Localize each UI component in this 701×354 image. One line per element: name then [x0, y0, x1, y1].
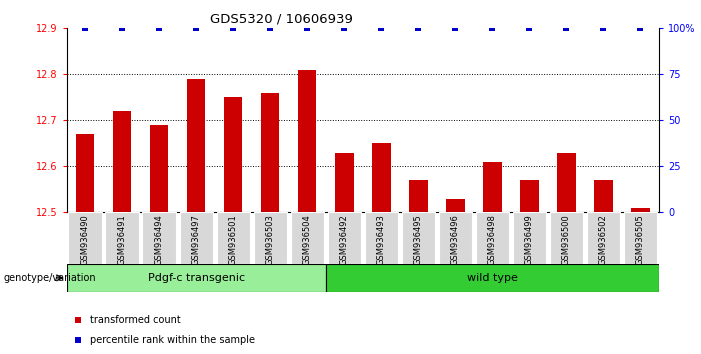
Bar [365, 212, 398, 264]
Bar [446, 199, 465, 212]
Text: wild type: wild type [467, 273, 518, 283]
Text: GSM936495: GSM936495 [414, 214, 423, 265]
Text: GSM936490: GSM936490 [81, 214, 90, 265]
Bar [327, 212, 361, 264]
Bar [217, 212, 250, 264]
Bar [520, 180, 538, 212]
Text: GSM936502: GSM936502 [599, 214, 608, 265]
Bar [291, 212, 324, 264]
Text: GSM936496: GSM936496 [451, 214, 460, 265]
Bar [254, 212, 287, 264]
Text: GSM936497: GSM936497 [191, 214, 200, 265]
Text: percentile rank within the sample: percentile rank within the sample [90, 335, 255, 345]
Bar [550, 212, 583, 264]
Bar [261, 93, 280, 212]
Bar [105, 212, 139, 264]
Bar [224, 97, 243, 212]
Text: GSM936492: GSM936492 [340, 214, 349, 265]
Text: GSM936499: GSM936499 [525, 214, 534, 265]
Bar [298, 70, 316, 212]
Text: Pdgf-c transgenic: Pdgf-c transgenic [148, 273, 245, 283]
Text: GSM936505: GSM936505 [636, 214, 645, 265]
Bar [483, 162, 502, 212]
Bar [150, 125, 168, 212]
Bar [631, 208, 650, 212]
Bar [372, 143, 390, 212]
Text: GSM936498: GSM936498 [488, 214, 497, 265]
Bar [587, 212, 620, 264]
Bar [187, 79, 205, 212]
Bar [557, 153, 576, 212]
Text: GSM936493: GSM936493 [376, 214, 386, 265]
Bar [512, 212, 546, 264]
Bar [179, 212, 213, 264]
Bar [594, 180, 613, 212]
Bar [142, 212, 176, 264]
Bar [326, 264, 659, 292]
Bar [439, 212, 472, 264]
Text: GSM936494: GSM936494 [155, 214, 163, 265]
Bar [476, 212, 509, 264]
Text: genotype/variation: genotype/variation [4, 273, 96, 283]
Text: GSM936491: GSM936491 [118, 214, 127, 265]
Text: GSM936500: GSM936500 [562, 214, 571, 265]
Text: transformed count: transformed count [90, 315, 181, 325]
Bar [76, 134, 95, 212]
Text: GSM936501: GSM936501 [229, 214, 238, 265]
Bar [335, 153, 353, 212]
Text: GSM936504: GSM936504 [303, 214, 312, 265]
Bar [402, 212, 435, 264]
Bar [69, 212, 102, 264]
Text: GSM936503: GSM936503 [266, 214, 275, 265]
Bar [624, 212, 657, 264]
Text: GDS5320 / 10606939: GDS5320 / 10606939 [210, 12, 353, 25]
Bar [67, 264, 326, 292]
Bar [113, 111, 131, 212]
Bar [409, 180, 428, 212]
